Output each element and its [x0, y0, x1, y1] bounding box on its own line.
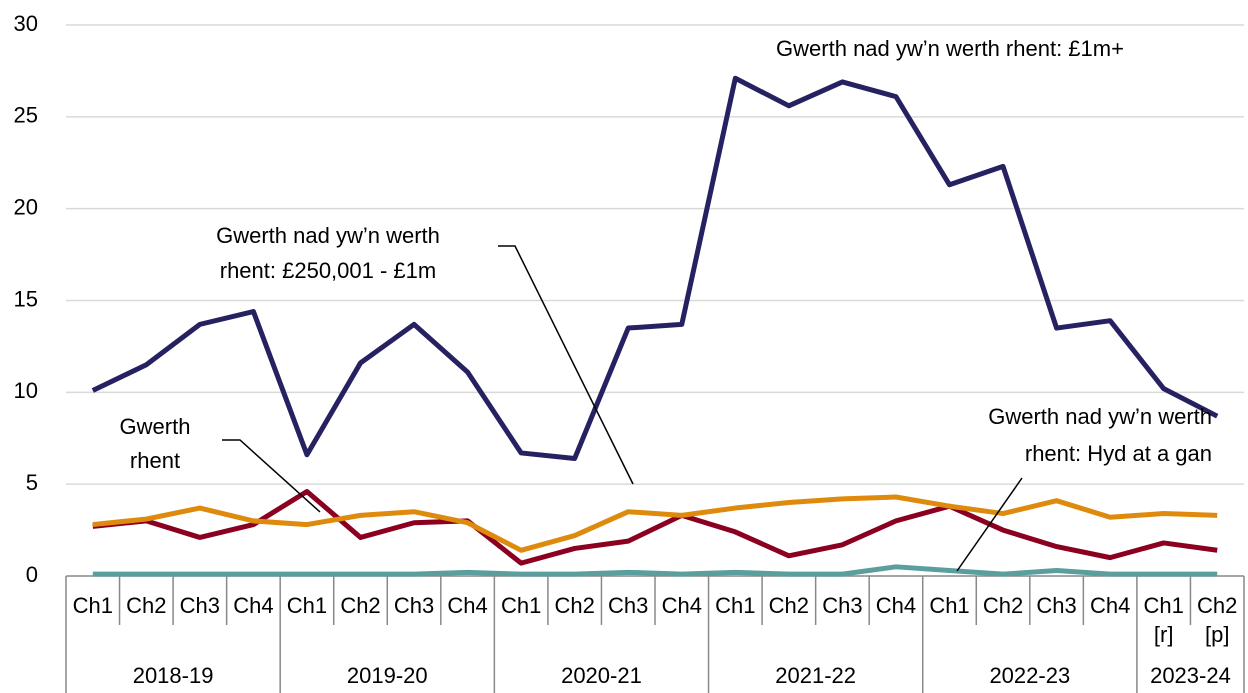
leader-line [222, 439, 321, 513]
x-tick-label: Ch4 [233, 593, 273, 618]
group-label: 2023-24 [1150, 663, 1231, 688]
x-tick-label: Ch4 [662, 593, 702, 618]
x-tick-label: Ch2 [983, 593, 1023, 618]
series-line [92, 494, 1218, 553]
leader-line [498, 245, 634, 485]
group-label: 2020-21 [561, 663, 642, 688]
y-tick-label: 15 [14, 286, 38, 311]
group-label: 2018-19 [133, 663, 214, 688]
x-tick-label: Ch3 [1036, 593, 1076, 618]
x-tick-label: Ch4 [876, 593, 916, 618]
x-tick-label: Ch2 [555, 593, 595, 618]
x-tick-label: Ch2 [340, 593, 380, 618]
leader-line [956, 477, 1023, 572]
x-tick-label: Ch3 [608, 593, 648, 618]
x-tick-label: Ch3 [180, 593, 220, 618]
series-line [92, 564, 1218, 577]
x-tick-label: Ch1 [287, 593, 327, 618]
x-tick-label: Ch3 [822, 593, 862, 618]
x-tick-label: Ch2 [126, 593, 166, 618]
x-tick-label: Ch3 [394, 593, 434, 618]
series-label: Gwerth nad yw’n werth rhent: £250,001 - £… [216, 223, 440, 283]
group-label: 2022-23 [989, 663, 1070, 688]
x-tick-label: Ch4 [447, 593, 487, 618]
series-label: Gwerth nad yw’n werth rhent: £1m+ [776, 36, 1124, 61]
series-label: Gwerth rhent [120, 414, 191, 473]
series-line [92, 489, 1218, 566]
x-tick-label: Ch1 [501, 593, 541, 618]
y-tick-label: 20 [14, 194, 38, 219]
x-tick-label: Ch1 [929, 593, 969, 618]
y-tick-label: 0 [26, 562, 38, 587]
y-tick-label: 25 [14, 103, 38, 128]
group-label: 2019-20 [347, 663, 428, 688]
x-tick-label: Ch1 [73, 593, 113, 618]
x-tick-label: Ch4 [1090, 593, 1130, 618]
series-line [91, 75, 1219, 461]
x-tick-label: Ch1 [r] [1144, 593, 1184, 647]
series-label: Gwerth nad yw’n werth rhent: Hyd at a gan [988, 404, 1212, 466]
y-tick-label: 10 [14, 378, 38, 403]
group-label: 2021-22 [775, 663, 856, 688]
x-tick-label: Ch2 [p] [1197, 593, 1237, 647]
y-tick-label: 5 [26, 470, 38, 495]
y-tick-label: 30 [14, 11, 38, 36]
x-tick-label: Ch1 [715, 593, 755, 618]
x-tick-label: Ch2 [769, 593, 809, 618]
